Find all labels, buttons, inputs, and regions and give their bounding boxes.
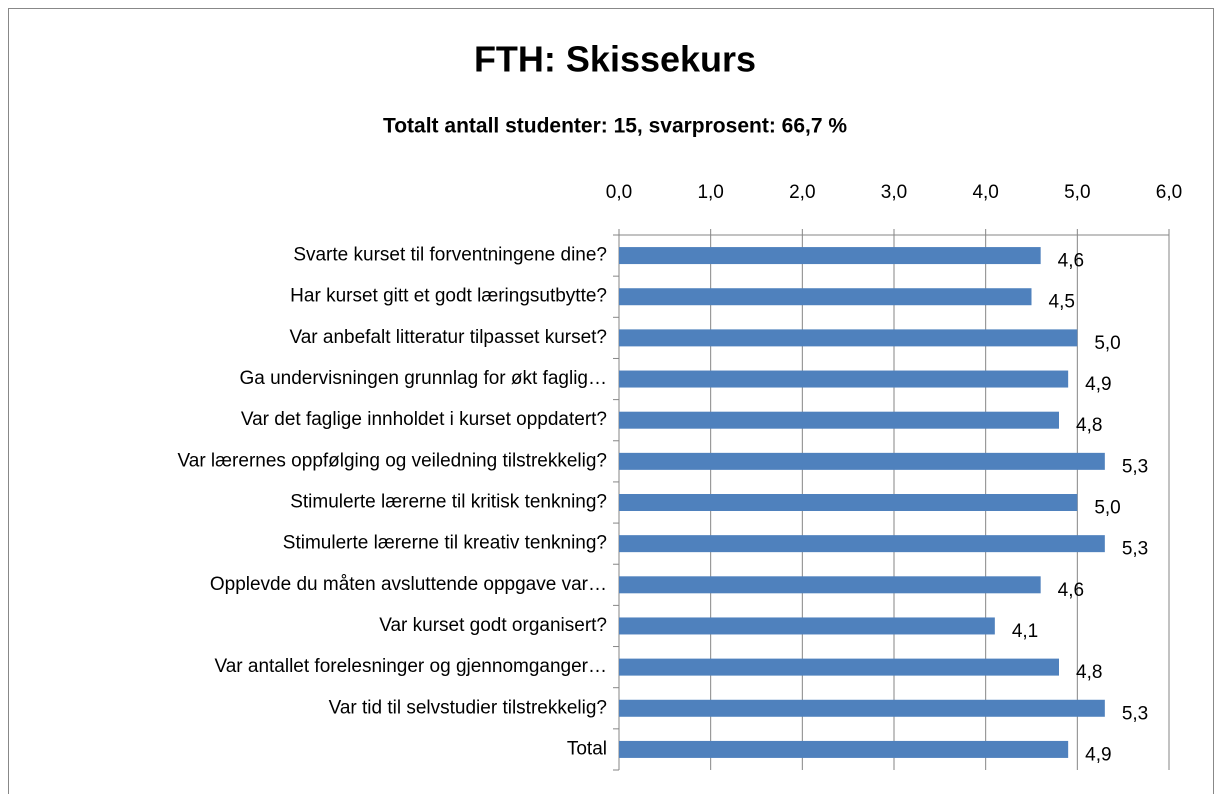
data-label: 4,1 [1012, 621, 1038, 642]
bar [619, 411, 1059, 429]
y-tick-label: Var antallet forelesninger og gjennomgan… [214, 656, 607, 677]
x-tick-label: 0,0 [606, 182, 632, 203]
y-tick-label: Har kurset gitt et godt læringsutbytte? [290, 286, 607, 307]
y-tick-label: Stimulerte lærerne til kreativ tenkning? [283, 533, 607, 554]
bar [619, 535, 1105, 553]
data-label: 5,3 [1122, 456, 1148, 477]
x-tick-label: 1,0 [697, 182, 723, 203]
x-tick-label: 2,0 [789, 182, 815, 203]
data-label: 5,0 [1094, 333, 1120, 354]
bar [619, 452, 1105, 470]
bar [619, 658, 1059, 676]
bar [619, 617, 995, 635]
bar [619, 329, 1078, 347]
data-label: 4,9 [1085, 744, 1111, 765]
y-tick-label: Var tid til selvstudier tilstrekkelig? [329, 697, 607, 718]
chart-subtitle: Totalt antall studenter: 15, svarprosent… [383, 115, 847, 138]
y-tick-label: Var kurset godt organisert? [379, 615, 607, 636]
data-label: 4,6 [1058, 580, 1084, 601]
bar [619, 699, 1105, 717]
data-label: 4,8 [1076, 415, 1102, 436]
y-tick-label: Var lærernes oppfølging og veiledning ti… [178, 450, 608, 471]
y-tick-label: Ga undervisningen grunnlag for økt fagli… [239, 368, 607, 389]
bar [619, 740, 1069, 758]
data-label: 5,3 [1122, 703, 1148, 724]
data-label: 5,3 [1122, 539, 1148, 560]
bar [619, 288, 1032, 306]
chart-title: FTH: Skissekurs [474, 39, 756, 80]
x-tick-label: 4,0 [972, 182, 998, 203]
bar [619, 494, 1078, 511]
x-tick-label: 5,0 [1064, 182, 1090, 203]
data-label: 4,5 [1049, 292, 1075, 313]
data-label: 5,0 [1094, 498, 1120, 519]
y-tick-label: Var anbefalt litteratur tilpasset kurset… [289, 327, 607, 348]
y-tick-label: Total [567, 738, 607, 759]
y-tick-label: Stimulerte lærerne til kritisk tenkning? [290, 492, 607, 513]
y-tick-label: Opplevde du måten avsluttende oppgave va… [210, 574, 607, 595]
data-label: 4,8 [1076, 662, 1102, 683]
data-label: 4,6 [1058, 251, 1084, 272]
y-tick-label: Var det faglige innholdet i kurset oppda… [241, 409, 607, 430]
bar [619, 247, 1041, 265]
bar [619, 576, 1041, 594]
data-label: 4,9 [1085, 374, 1111, 395]
bar [619, 370, 1069, 388]
y-tick-label: Svarte kurset til forventningene dine? [293, 245, 607, 266]
x-tick-label: 6,0 [1156, 182, 1182, 203]
x-tick-label: 3,0 [881, 182, 907, 203]
